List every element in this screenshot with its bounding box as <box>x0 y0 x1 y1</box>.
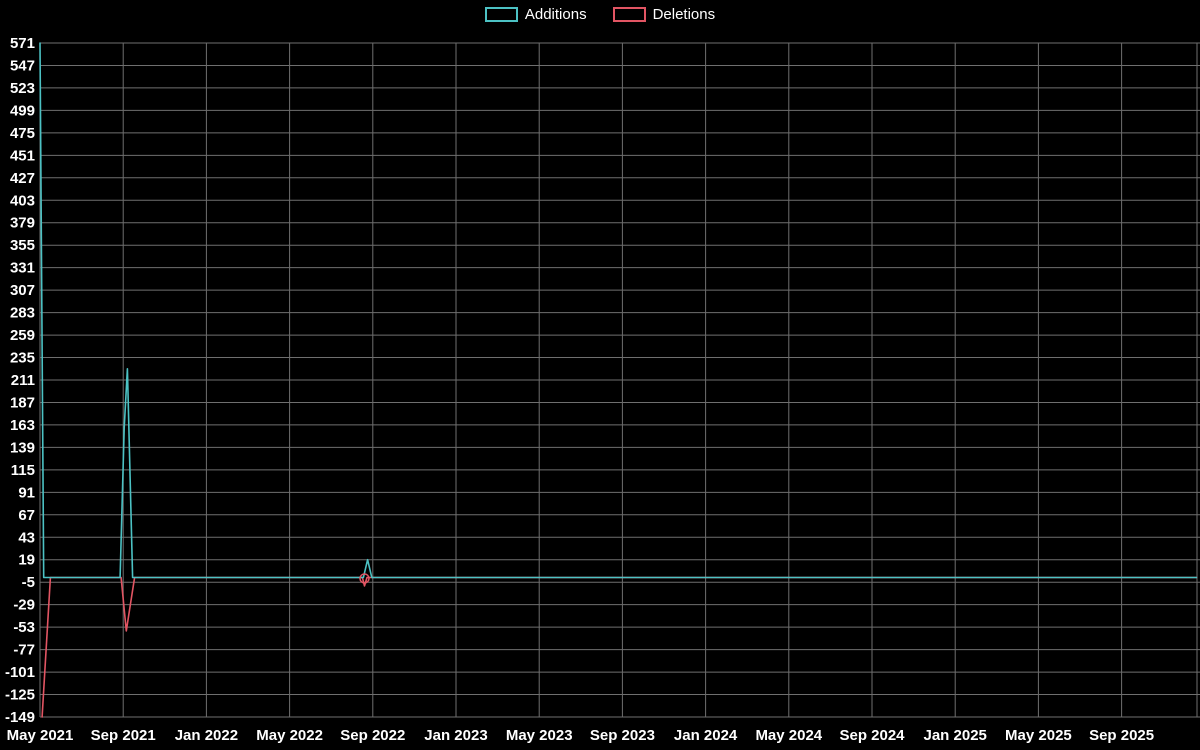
y-tick-label: 307 <box>10 282 35 299</box>
y-tick-label: -53 <box>13 619 35 636</box>
y-tick-label: 331 <box>10 260 35 277</box>
y-tick-label: 43 <box>18 529 35 546</box>
x-tick-label: May 2021 <box>7 727 74 744</box>
additions-swatch-icon <box>484 7 518 22</box>
y-tick-label: 547 <box>10 57 35 74</box>
x-tick-label: May 2023 <box>506 727 573 744</box>
legend-label-deletions: Deletions <box>652 6 716 23</box>
y-tick-label: 67 <box>18 507 35 524</box>
x-tick-label: Sep 2021 <box>91 727 156 744</box>
x-tick-label: Jan 2024 <box>674 727 738 744</box>
y-tick-label: 283 <box>10 305 35 322</box>
y-tick-label: 139 <box>10 439 35 456</box>
y-tick-label: -101 <box>5 664 35 681</box>
y-tick-label: 523 <box>10 80 35 97</box>
y-tick-label: 427 <box>10 170 35 187</box>
y-tick-label: 571 <box>10 35 35 52</box>
y-tick-label: -125 <box>5 687 35 704</box>
deletions-swatch-icon <box>612 7 646 22</box>
x-tick-label: Jan 2023 <box>424 727 487 744</box>
y-tick-label: 115 <box>11 462 35 479</box>
y-tick-label: 355 <box>10 237 35 254</box>
x-tick-label: May 2022 <box>256 727 323 744</box>
data-point-marker <box>359 573 370 584</box>
y-tick-label: 187 <box>10 394 35 411</box>
x-tick-label: Sep 2024 <box>839 727 905 744</box>
x-tick-label: Sep 2025 <box>1089 727 1154 744</box>
y-tick-label: 451 <box>10 147 35 164</box>
x-tick-label: May 2024 <box>755 727 822 744</box>
legend-label-additions: Additions <box>524 6 587 23</box>
y-tick-label: 475 <box>10 125 35 142</box>
series-line-additions <box>39 42 1198 579</box>
y-tick-label: 403 <box>10 192 35 209</box>
y-tick-label: 379 <box>10 215 35 232</box>
y-tick-label: -29 <box>13 597 35 614</box>
chart-legend: Additions Deletions <box>0 7 1200 22</box>
x-tick-label: Jan 2025 <box>924 727 987 744</box>
x-tick-label: Sep 2023 <box>590 727 655 744</box>
legend-item-deletions[interactable]: Deletions <box>612 6 716 23</box>
legend-item-additions[interactable]: Additions <box>484 6 587 23</box>
y-tick-label: -77 <box>13 642 35 659</box>
x-tick-label: May 2025 <box>1005 727 1072 744</box>
x-tick-label: Sep 2022 <box>340 727 405 744</box>
y-tick-label: 211 <box>11 372 35 389</box>
y-tick-label: 19 <box>18 552 35 569</box>
series-line-deletions <box>41 576 1198 718</box>
y-tick-label: 259 <box>10 327 35 344</box>
y-tick-label: -149 <box>5 709 35 726</box>
y-tick-label: -5 <box>22 574 35 591</box>
y-tick-label: 499 <box>10 102 35 119</box>
y-tick-label: 163 <box>10 417 35 434</box>
y-tick-label: 91 <box>18 484 35 501</box>
y-tick-label: 235 <box>10 350 35 367</box>
x-tick-label: Jan 2022 <box>175 727 238 744</box>
